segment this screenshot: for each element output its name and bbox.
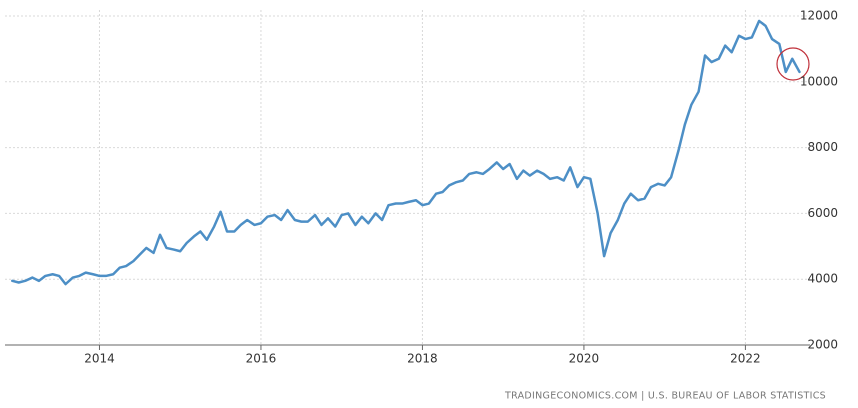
y-tick-label: 6000 bbox=[807, 206, 838, 220]
data-line bbox=[11, 19, 801, 286]
highlight-circle bbox=[776, 47, 810, 81]
grid bbox=[5, 10, 810, 350]
x-tick-label: 2022 bbox=[730, 352, 761, 366]
y-tick-label: 2000 bbox=[807, 338, 838, 352]
source: TRADINGECONOMICS.COM | U.S. BUREAU OF LA… bbox=[504, 391, 826, 402]
y-tick-label: 8000 bbox=[807, 140, 838, 154]
x-tick-label: 2020 bbox=[569, 352, 600, 366]
x-tick-label: 2014 bbox=[84, 352, 115, 366]
x-tick-label: 2016 bbox=[246, 352, 277, 366]
y-tick-label: 12000 bbox=[800, 9, 838, 23]
y-tick-label: 4000 bbox=[807, 272, 838, 286]
x-tick-label: 2018 bbox=[407, 352, 438, 366]
y-tick-label: 10000 bbox=[800, 74, 838, 88]
plot bbox=[11, 19, 801, 286]
